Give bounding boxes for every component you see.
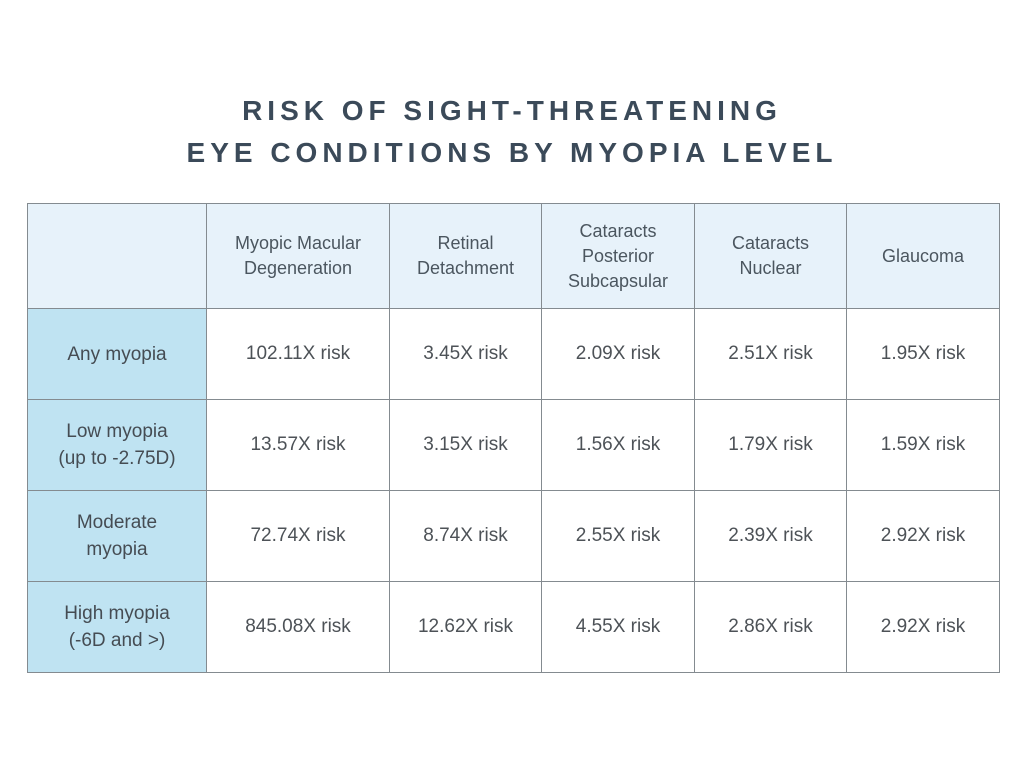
- risk-cell: 3.15X risk: [389, 399, 542, 491]
- risk-cell: 845.08X risk: [206, 581, 390, 673]
- risk-cell: 2.86X risk: [694, 581, 847, 673]
- risk-cell: 2.92X risk: [846, 581, 1000, 673]
- table-row-moderate-myopia: Moderate myopia 72.74X risk 8.74X risk 2…: [27, 490, 1000, 582]
- page-title: RISK OF SIGHT-THREATENING EYE CONDITIONS…: [186, 95, 838, 168]
- row-label: Low myopia (up to -2.75D): [27, 399, 207, 491]
- risk-cell: 2.51X risk: [694, 308, 847, 400]
- column-header-glaucoma: Glaucoma: [846, 203, 1000, 309]
- risk-cell: 2.39X risk: [694, 490, 847, 582]
- risk-cell: 13.57X risk: [206, 399, 390, 491]
- column-header-retinal-detachment: Retinal Detachment: [389, 203, 542, 309]
- row-label: High myopia (-6D and >): [27, 581, 207, 673]
- risk-cell: 1.79X risk: [694, 399, 847, 491]
- row-label: Any myopia: [27, 308, 207, 400]
- risk-cell: 1.56X risk: [541, 399, 695, 491]
- risk-cell: 3.45X risk: [389, 308, 542, 400]
- risk-cell: 2.55X risk: [541, 490, 695, 582]
- risk-cell: 1.95X risk: [846, 308, 1000, 400]
- table-row-high-myopia: High myopia (-6D and >) 845.08X risk 12.…: [27, 581, 1000, 673]
- table-row-low-myopia: Low myopia (up to -2.75D) 13.57X risk 3.…: [27, 399, 1000, 491]
- column-header-cataracts-nuclear: Cataracts Nuclear: [694, 203, 847, 309]
- risk-cell: 4.55X risk: [541, 581, 695, 673]
- corner-cell: [27, 203, 207, 309]
- risk-cell: 12.62X risk: [389, 581, 542, 673]
- risk-cell: 2.09X risk: [541, 308, 695, 400]
- column-header-cataracts-posterior-subcapsular: Cataracts Posterior Subcapsular: [541, 203, 695, 309]
- risk-cell: 1.59X risk: [846, 399, 1000, 491]
- header-row: Myopic Macular Degeneration Retinal Deta…: [27, 203, 1000, 309]
- column-header-myopic-macular-degeneration: Myopic Macular Degeneration: [206, 203, 390, 309]
- risk-cell: 8.74X risk: [389, 490, 542, 582]
- risk-cell: 72.74X risk: [206, 490, 390, 582]
- risk-cell: 2.92X risk: [846, 490, 1000, 582]
- risk-table: Myopic Macular Degeneration Retinal Deta…: [27, 203, 1000, 673]
- row-label: Moderate myopia: [27, 490, 207, 582]
- risk-cell: 102.11X risk: [206, 308, 390, 400]
- table-row-any-myopia: Any myopia 102.11X risk 3.45X risk 2.09X…: [27, 308, 1000, 400]
